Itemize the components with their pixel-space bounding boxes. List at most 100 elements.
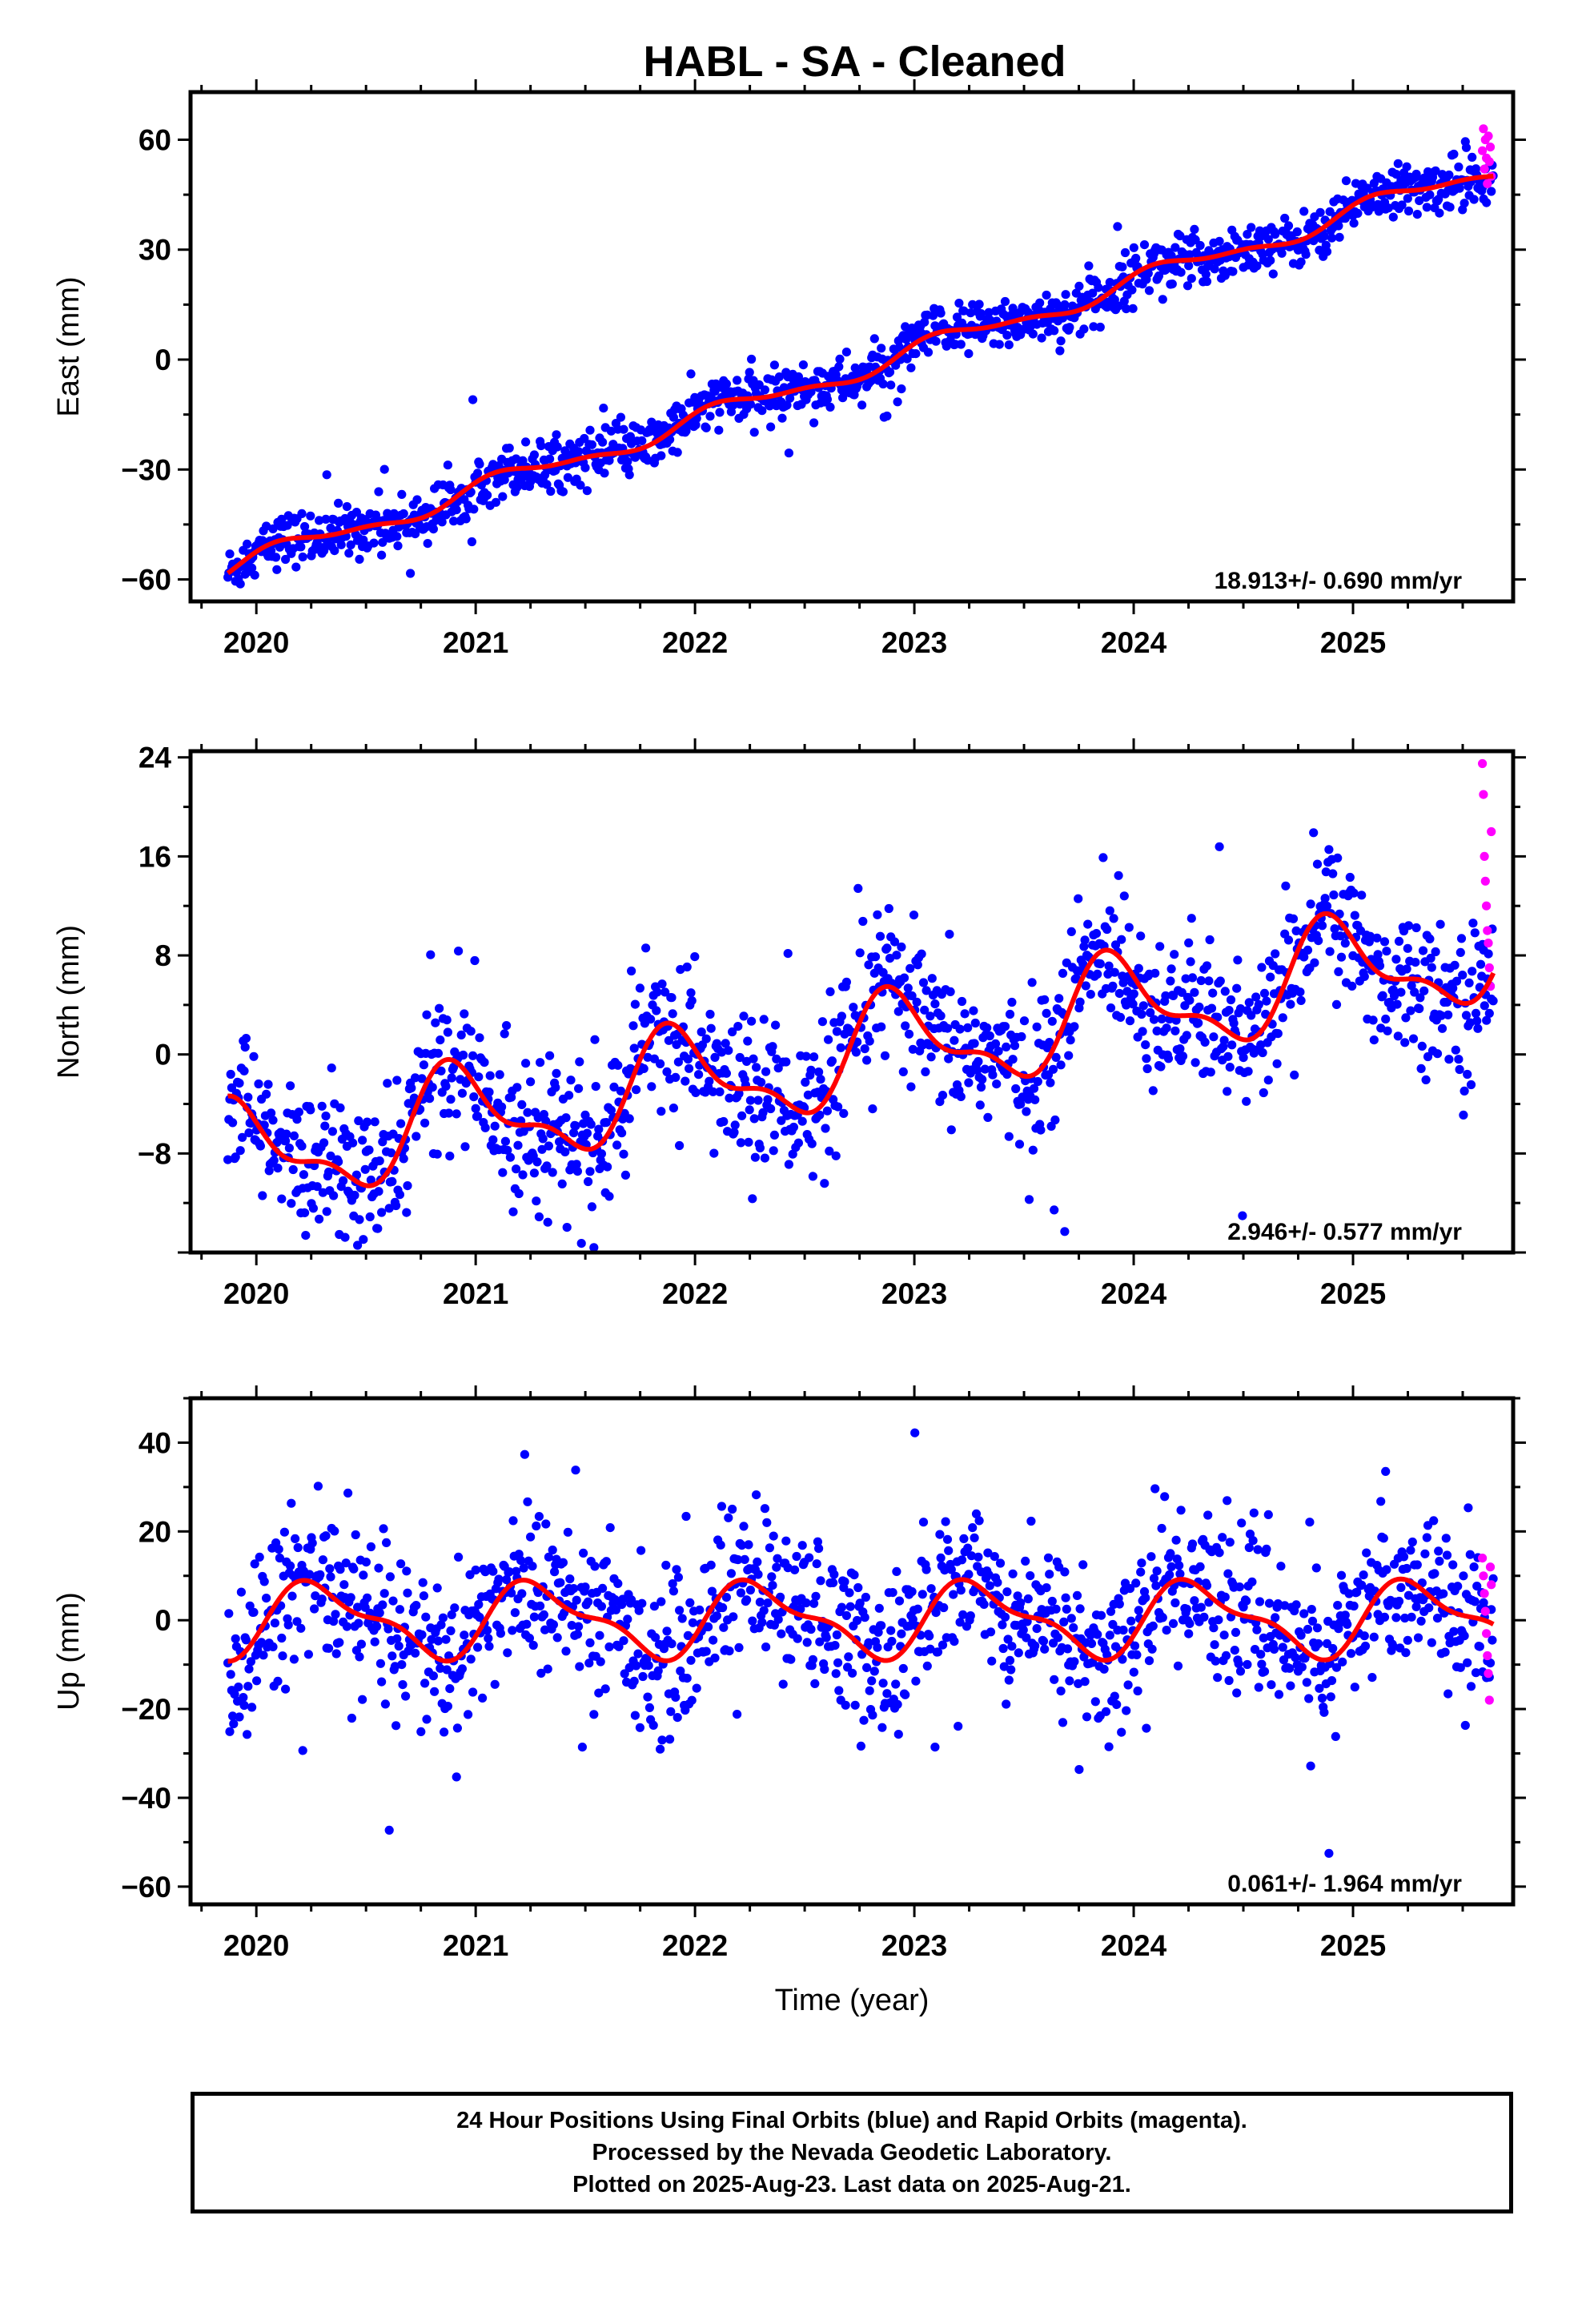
final-orbit-point (763, 1598, 773, 1608)
final-orbit-point (874, 1603, 884, 1613)
final-orbit-point (576, 480, 585, 490)
final-orbit-point (268, 1642, 278, 1651)
final-orbit-point (1411, 1602, 1421, 1611)
final-orbit-point (1381, 1014, 1391, 1024)
final-orbit-point (1027, 978, 1037, 987)
panel-1: 2020 2021 2022 2023 2024 2025−60−3003060East … (52, 79, 1526, 659)
final-orbit-point (964, 1570, 974, 1579)
final-orbit-point (603, 1162, 612, 1172)
final-orbit-point (1451, 1045, 1460, 1055)
final-orbit-point (243, 539, 252, 549)
final-orbit-point (1327, 1676, 1337, 1686)
final-orbit-point (1357, 891, 1367, 900)
final-orbit-point (1211, 1656, 1220, 1666)
final-orbit-point (748, 1616, 757, 1626)
final-orbit-point (396, 1559, 406, 1569)
final-orbit-point (430, 1687, 440, 1696)
final-orbit-point (552, 1068, 561, 1078)
final-orbit-point (627, 966, 636, 976)
final-orbit-point (306, 1105, 315, 1115)
x-tick-label: 2020 (223, 1929, 289, 1962)
final-orbit-point (491, 497, 501, 507)
final-orbit-point (1296, 257, 1306, 267)
final-orbit-point (1223, 1569, 1233, 1578)
final-orbit-point (321, 1531, 331, 1541)
final-orbit-point (436, 1620, 446, 1630)
final-orbit-point (942, 1534, 953, 1544)
final-orbit-point (273, 1164, 283, 1173)
final-orbit-point (1053, 1633, 1063, 1642)
final-orbit-point (913, 1604, 922, 1614)
final-orbit-point (447, 1073, 456, 1083)
final-orbit-point (587, 1202, 597, 1212)
final-orbit-point (446, 1095, 456, 1104)
final-orbit-point (293, 1542, 303, 1553)
final-orbit-point (1108, 981, 1118, 991)
final-orbit-point (432, 1149, 442, 1159)
final-orbit-point (420, 1118, 430, 1128)
final-orbit-point (1435, 919, 1445, 929)
final-orbit-point (1202, 1581, 1212, 1590)
final-orbit-point (1487, 187, 1496, 196)
final-orbit-point (537, 1144, 547, 1154)
final-orbit-point (532, 1157, 542, 1167)
final-orbit-point (717, 1502, 727, 1511)
final-orbit-point (1263, 1076, 1273, 1085)
final-orbit-point (339, 1176, 348, 1185)
final-orbit-point (812, 1559, 821, 1569)
final-orbit-point (954, 1722, 963, 1731)
final-orbit-point (1081, 981, 1090, 991)
final-orbit-point (1402, 162, 1411, 171)
final-orbit-point (1460, 1086, 1469, 1096)
final-orbit-point (445, 1152, 455, 1161)
final-orbit-point (289, 1655, 299, 1664)
final-orbit-point (725, 1647, 734, 1656)
final-orbit-point (1062, 1644, 1073, 1654)
final-orbit-point (411, 1648, 420, 1658)
final-orbit-point (869, 334, 879, 344)
final-orbit-point (459, 1050, 468, 1060)
rapid-orbit-point (1479, 124, 1488, 134)
final-orbit-point (1400, 1038, 1410, 1047)
final-orbit-point (484, 1088, 494, 1097)
final-orbit-point (671, 1072, 681, 1082)
final-orbit-point (1317, 1693, 1327, 1703)
final-orbit-point (978, 1075, 987, 1084)
final-orbit-point (317, 1101, 327, 1111)
final-orbit-point (552, 442, 562, 452)
final-orbit-point (1158, 1613, 1167, 1622)
final-orbit-point (970, 1018, 980, 1028)
final-orbit-point (268, 524, 278, 534)
fit-line (226, 173, 1494, 576)
final-orbit-point (821, 1124, 830, 1133)
final-orbit-point (736, 1588, 746, 1598)
fit-line (227, 911, 1496, 1188)
final-orbit-point (1170, 1598, 1180, 1608)
final-orbit-point (1391, 170, 1401, 179)
final-orbit-point (551, 1083, 560, 1092)
final-orbit-point (1435, 208, 1444, 218)
final-orbit-point (1168, 1618, 1178, 1628)
final-orbit-point (594, 1124, 604, 1134)
final-orbit-point (730, 1120, 740, 1130)
final-orbit-point (1235, 1004, 1246, 1014)
final-orbit-point (1401, 1013, 1411, 1023)
final-orbit-point (1410, 987, 1419, 997)
rapid-orbit-point (1484, 939, 1493, 948)
final-orbit-point (1365, 931, 1375, 941)
final-orbit-point (761, 1067, 771, 1076)
final-orbit-point (1350, 911, 1359, 920)
final-orbit-point (399, 509, 408, 519)
final-orbit-point (1267, 1680, 1276, 1690)
final-orbit-point (1150, 1484, 1160, 1494)
final-orbit-point (1252, 1625, 1262, 1634)
final-orbit-point (1007, 997, 1017, 1007)
y-tick-label: 0 (155, 344, 171, 376)
final-orbit-point (355, 1215, 364, 1224)
final-orbit-point (296, 542, 306, 552)
final-orbit-point (1247, 1577, 1257, 1586)
final-orbit-point (921, 986, 931, 995)
y-tick-label: −40 (121, 1782, 171, 1815)
final-orbit-point (619, 1149, 628, 1159)
